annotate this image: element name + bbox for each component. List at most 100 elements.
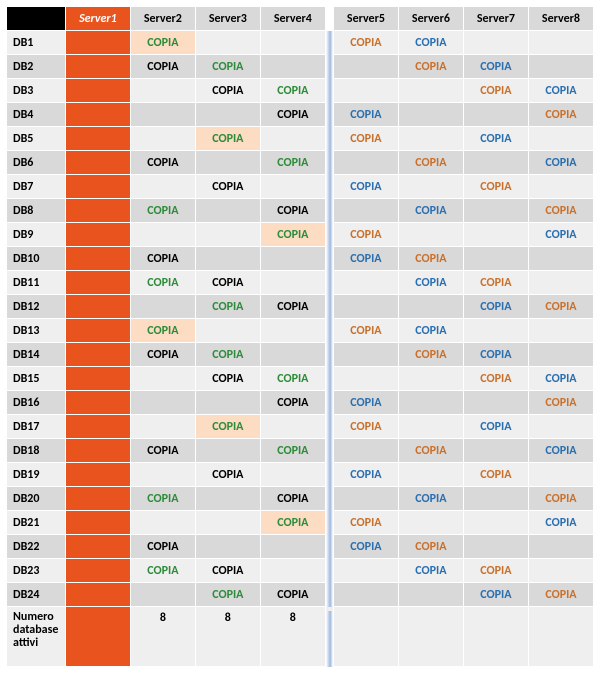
row-label: DB8 bbox=[7, 199, 66, 223]
cell bbox=[463, 487, 528, 511]
copia-label: COPIA bbox=[277, 156, 308, 170]
table-row: DB1COPIACOPIACOPIA bbox=[7, 31, 594, 55]
cell bbox=[195, 319, 260, 343]
cell-server1 bbox=[65, 127, 130, 151]
cell: COPIA bbox=[463, 559, 528, 583]
copia-label: COPIA bbox=[545, 444, 576, 458]
cell: COPIA bbox=[130, 247, 195, 271]
cell: COPIA bbox=[528, 583, 593, 607]
cell-server1 bbox=[65, 367, 130, 391]
copia-label: COPIA bbox=[415, 444, 446, 458]
cell-server1 bbox=[65, 319, 130, 343]
cell: COPIA bbox=[333, 319, 398, 343]
copia-label: COPIA bbox=[147, 540, 178, 554]
gap-cell bbox=[325, 439, 333, 463]
cell bbox=[260, 559, 325, 583]
copia-label: COPIA bbox=[480, 588, 511, 602]
gap-cell bbox=[325, 31, 333, 55]
cell bbox=[398, 127, 463, 151]
cell-server1 bbox=[65, 151, 130, 175]
row-label: DB22 bbox=[7, 535, 66, 559]
cell bbox=[333, 487, 398, 511]
cell: COPIA bbox=[260, 295, 325, 319]
copia-label: COPIA bbox=[545, 492, 576, 506]
cell: COPIA bbox=[398, 31, 463, 55]
cell-server1 bbox=[65, 343, 130, 367]
copia-label: COPIA bbox=[277, 84, 308, 98]
copia-label: COPIA bbox=[545, 372, 576, 386]
cell bbox=[333, 439, 398, 463]
cell-server1 bbox=[65, 559, 130, 583]
copia-label: COPIA bbox=[350, 420, 381, 434]
cell: COPIA bbox=[195, 367, 260, 391]
cell bbox=[398, 391, 463, 415]
copia-label: COPIA bbox=[147, 324, 178, 338]
cell-server1 bbox=[65, 487, 130, 511]
cell bbox=[398, 103, 463, 127]
gap-cell bbox=[325, 607, 333, 667]
cell bbox=[260, 127, 325, 151]
copia-label: COPIA bbox=[277, 588, 308, 602]
row-label: DB18 bbox=[7, 439, 66, 463]
cell bbox=[463, 103, 528, 127]
cell bbox=[195, 151, 260, 175]
footer-cell bbox=[528, 607, 593, 667]
cell: COPIA bbox=[528, 151, 593, 175]
cell bbox=[528, 535, 593, 559]
cell bbox=[528, 463, 593, 487]
footer-cell: 8 bbox=[130, 607, 195, 667]
copia-label: COPIA bbox=[545, 84, 576, 98]
cell: COPIA bbox=[463, 271, 528, 295]
cell: COPIA bbox=[130, 271, 195, 295]
cell-server1 bbox=[65, 199, 130, 223]
footer-row: Numero database attivi888 bbox=[7, 607, 594, 667]
table-row: DB4COPIACOPIACOPIA bbox=[7, 103, 594, 127]
cell: COPIA bbox=[260, 79, 325, 103]
cell: COPIA bbox=[333, 223, 398, 247]
cell bbox=[333, 271, 398, 295]
footer-label: Numero database attivi bbox=[7, 607, 66, 667]
copia-label: COPIA bbox=[147, 60, 178, 74]
copia-label: COPIA bbox=[277, 372, 308, 386]
cell bbox=[333, 559, 398, 583]
copia-label: COPIA bbox=[545, 156, 576, 170]
cell: COPIA bbox=[130, 343, 195, 367]
copia-label: COPIA bbox=[415, 252, 446, 266]
copia-label: COPIA bbox=[480, 60, 511, 74]
header-server7: Server7 bbox=[463, 7, 528, 31]
cell-server1 bbox=[65, 271, 130, 295]
cell: COPIA bbox=[528, 199, 593, 223]
cell: COPIA bbox=[463, 79, 528, 103]
cell: COPIA bbox=[195, 343, 260, 367]
cell bbox=[398, 367, 463, 391]
header-server4: Server4 bbox=[260, 7, 325, 31]
footer-cell bbox=[398, 607, 463, 667]
cell: COPIA bbox=[195, 79, 260, 103]
copia-label: COPIA bbox=[545, 228, 576, 242]
cell: COPIA bbox=[528, 391, 593, 415]
cell: COPIA bbox=[398, 487, 463, 511]
cell-server1 bbox=[65, 391, 130, 415]
cell-server1 bbox=[65, 79, 130, 103]
cell bbox=[528, 31, 593, 55]
copia-label: COPIA bbox=[480, 420, 511, 434]
header-server1: Server1 bbox=[65, 7, 130, 31]
cell: COPIA bbox=[333, 511, 398, 535]
cell bbox=[260, 31, 325, 55]
copia-label: COPIA bbox=[212, 468, 243, 482]
table-row: DB22COPIACOPIACOPIA bbox=[7, 535, 594, 559]
table-row: DB10COPIACOPIACOPIA bbox=[7, 247, 594, 271]
cell bbox=[528, 415, 593, 439]
table-row: DB18COPIACOPIACOPIACOPIA bbox=[7, 439, 594, 463]
cell bbox=[463, 439, 528, 463]
cell bbox=[463, 535, 528, 559]
row-label: DB7 bbox=[7, 175, 66, 199]
cell: COPIA bbox=[130, 31, 195, 55]
cell bbox=[260, 535, 325, 559]
gap-cell bbox=[325, 295, 333, 319]
gap-cell bbox=[325, 223, 333, 247]
cell bbox=[195, 511, 260, 535]
table-row: DB7COPIACOPIACOPIA bbox=[7, 175, 594, 199]
cell: COPIA bbox=[333, 535, 398, 559]
copia-label: COPIA bbox=[545, 204, 576, 218]
